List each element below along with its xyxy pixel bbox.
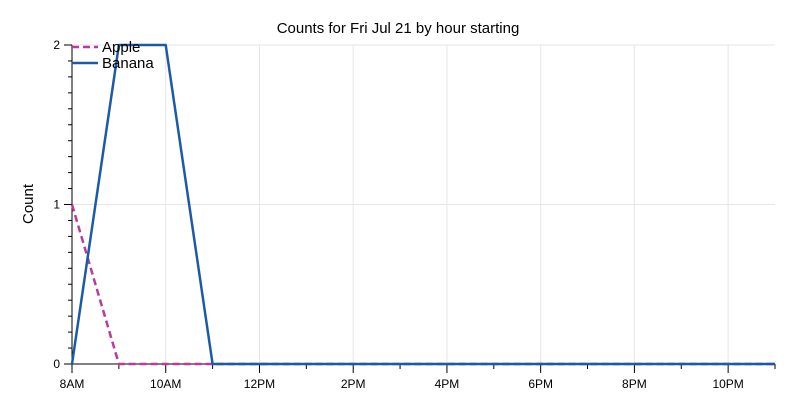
- y-tick-label: 0: [53, 357, 60, 371]
- series-line-apple: [70, 204, 775, 366]
- legend-label-apple: Apple: [102, 39, 140, 56]
- grid: [72, 44, 775, 364]
- x-tick-label: 12PM: [244, 377, 275, 391]
- y-tick-label: 2: [53, 38, 60, 52]
- x-tick-label: 4PM: [435, 377, 460, 391]
- y-tick-label: 1: [53, 198, 60, 212]
- x-tick-label: 2PM: [341, 377, 366, 391]
- x-tick-label: 8PM: [622, 377, 647, 391]
- series-line-banana: [70, 43, 775, 366]
- axes: 0 1 2 8AM 10AM 12PM 2PM 4PM 6PM 8PM 10PM: [53, 38, 776, 391]
- series: [70, 43, 775, 366]
- x-tick-label: 8AM: [60, 377, 85, 391]
- chart-title: Counts for Fri Jul 21 by hour starting: [277, 20, 520, 37]
- legend-label-banana: Banana: [102, 55, 154, 72]
- x-tick-label: 10AM: [150, 377, 181, 391]
- x-tick-label: 6PM: [528, 377, 553, 391]
- y-axis-label: Count: [20, 183, 37, 224]
- x-tick-label: 10PM: [712, 377, 743, 391]
